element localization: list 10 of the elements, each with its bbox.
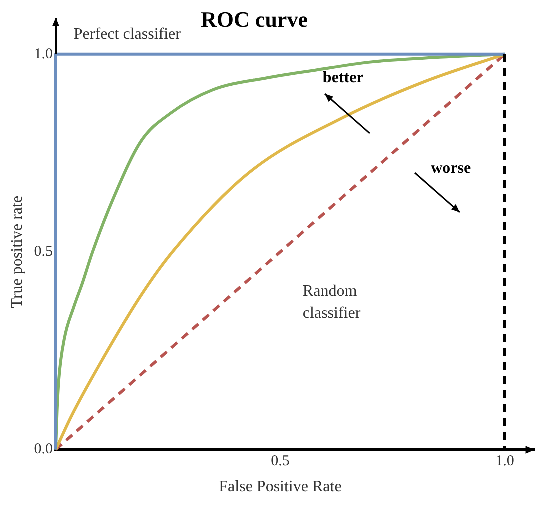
y-axis-title: True positive rate	[8, 196, 26, 308]
x-axis-title: False Positive Rate	[219, 478, 342, 496]
annotation: worse	[431, 160, 472, 178]
text: Random classifier	[302, 282, 362, 322]
chart-title: ROC curve	[201, 6, 308, 32]
y-tick-label: 0.0	[34, 442, 53, 458]
annotation: better	[322, 69, 364, 86]
y-tick-label: 1.0	[34, 46, 53, 62]
series-label: Perfect classifier	[74, 26, 182, 43]
y-tick-label: 0.5	[34, 244, 53, 260]
